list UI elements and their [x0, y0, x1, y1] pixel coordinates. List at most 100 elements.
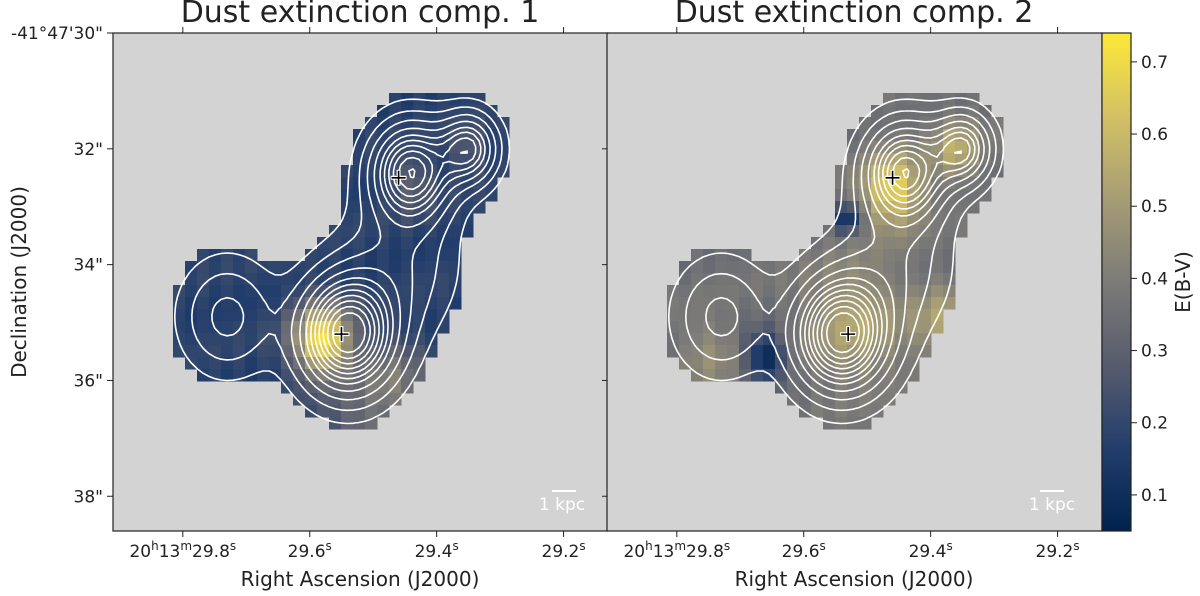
- heatmap-cell: [799, 297, 812, 310]
- heatmap-cell: [847, 153, 860, 166]
- heatmap-cell: [775, 273, 788, 286]
- heatmap-cell: [197, 309, 210, 322]
- heatmap-cell: [667, 333, 680, 346]
- contour-line: [299, 120, 491, 392]
- heatmap-cell: [859, 321, 872, 334]
- heatmap-cell: [691, 297, 704, 310]
- contour-line: [820, 168, 910, 360]
- heatmap-cell: [691, 321, 704, 334]
- heatmap-cell: [859, 249, 872, 262]
- heatmap-cell: [341, 333, 354, 346]
- heatmap-cell: [437, 297, 450, 310]
- colorbar-tick-label: 0.1: [1141, 486, 1168, 506]
- heatmap-cell: [919, 261, 932, 274]
- heatmap-cell: [425, 93, 438, 106]
- heatmap-cell: [823, 333, 836, 346]
- heatmap-cell: [377, 249, 390, 262]
- contour-line: [331, 312, 366, 354]
- heatmap-cell: [389, 105, 402, 118]
- heatmap-cell: [497, 141, 510, 154]
- heatmap-cell: [715, 285, 728, 298]
- panel-1-heatmap: [173, 93, 510, 430]
- heatmap-cell: [835, 225, 848, 238]
- heatmap-cell: [883, 105, 896, 118]
- heatmap-cell: [377, 177, 390, 190]
- heatmap-cell: [401, 321, 414, 334]
- heatmap-cell: [317, 237, 330, 250]
- heatmap-cell: [293, 333, 306, 346]
- heatmap-cell: [979, 177, 992, 190]
- heatmap-cell: [473, 177, 486, 190]
- heatmap-cell: [185, 285, 198, 298]
- heatmap-cell: [967, 201, 980, 214]
- heatmap-cell: [401, 357, 414, 370]
- heatmap-cell: [173, 309, 186, 322]
- colorbar-gradient: [1102, 33, 1131, 531]
- heatmap-cell: [943, 273, 956, 286]
- heatmap-cell: [353, 405, 366, 418]
- heatmap-cell: [751, 357, 764, 370]
- heatmap-cell: [413, 285, 426, 298]
- heatmap-cell: [799, 357, 812, 370]
- heatmap-cell: [269, 261, 282, 274]
- heatmap-cell: [727, 285, 740, 298]
- heatmap-cell: [353, 321, 366, 334]
- heatmap-cell: [317, 273, 330, 286]
- heatmap-cell: [955, 141, 968, 154]
- heatmap-cell: [895, 237, 908, 250]
- heatmap-cell: [907, 165, 920, 178]
- heatmap-cell: [389, 261, 402, 274]
- heatmap-cell: [305, 357, 318, 370]
- heatmap-cell: [859, 117, 872, 130]
- heatmap-cell: [871, 273, 884, 286]
- colorbar: 0.1 0.2 0.3 0.4 0.5 0.6 0.7 E(B-V): [1101, 32, 1195, 532]
- heatmap-cell: [883, 261, 896, 274]
- heatmap-cell: [341, 321, 354, 334]
- heatmap-cell: [907, 273, 920, 286]
- heatmap-cell: [221, 345, 234, 358]
- heatmap-cell: [979, 189, 992, 202]
- heatmap-cell: [943, 297, 956, 310]
- heatmap-cell: [197, 357, 210, 370]
- heatmap-cell: [751, 309, 764, 322]
- heatmap-cell: [341, 345, 354, 358]
- heatmap-cell: [799, 273, 812, 286]
- heatmap-cell: [775, 369, 788, 382]
- heatmap-cell: [185, 261, 198, 274]
- panel-1-x-ticks: 20h13m29.8s 29.6s 29.4s 29.2s: [129, 27, 586, 562]
- heatmap-cell: [907, 297, 920, 310]
- heatmap-cell: [269, 297, 282, 310]
- heatmap-cell: [931, 261, 944, 274]
- heatmap-cell: [437, 177, 450, 190]
- heatmap-cell: [871, 369, 884, 382]
- heatmap-cell: [919, 297, 932, 310]
- heatmap-cell: [221, 285, 234, 298]
- heatmap-cell: [401, 225, 414, 238]
- heatmap-cell: [341, 201, 354, 214]
- colorbar-frame: [1101, 32, 1132, 532]
- panel-2: Dust extinction comp. 2 20h13m29.8s 29.6s…: [606, 0, 1103, 591]
- heatmap-cell: [425, 261, 438, 274]
- heatmap-cell: [811, 237, 824, 250]
- heatmap-cell: [835, 405, 848, 418]
- heatmap-cell: [763, 357, 776, 370]
- heatmap-cell: [485, 189, 498, 202]
- heatmap-cell: [967, 177, 980, 190]
- heatmap-cell: [353, 345, 366, 358]
- heatmap-cell: [425, 297, 438, 310]
- heatmap-cell: [799, 393, 812, 406]
- x-tick-label: 20h13m29.8s: [129, 539, 236, 562]
- heatmap-cell: [847, 273, 860, 286]
- heatmap-cell: [703, 297, 716, 310]
- heatmap-cell: [679, 273, 692, 286]
- heatmap-cell: [209, 357, 222, 370]
- heatmap-cell: [269, 345, 282, 358]
- heatmap-cell: [895, 201, 908, 214]
- heatmap-cell: [679, 333, 692, 346]
- heatmap-cell: [233, 321, 246, 334]
- heatmap-cell: [341, 177, 354, 190]
- contour-line: [191, 106, 503, 412]
- heatmap-cell: [281, 297, 294, 310]
- heatmap-cell: [377, 105, 390, 118]
- heatmap-cell: [859, 225, 872, 238]
